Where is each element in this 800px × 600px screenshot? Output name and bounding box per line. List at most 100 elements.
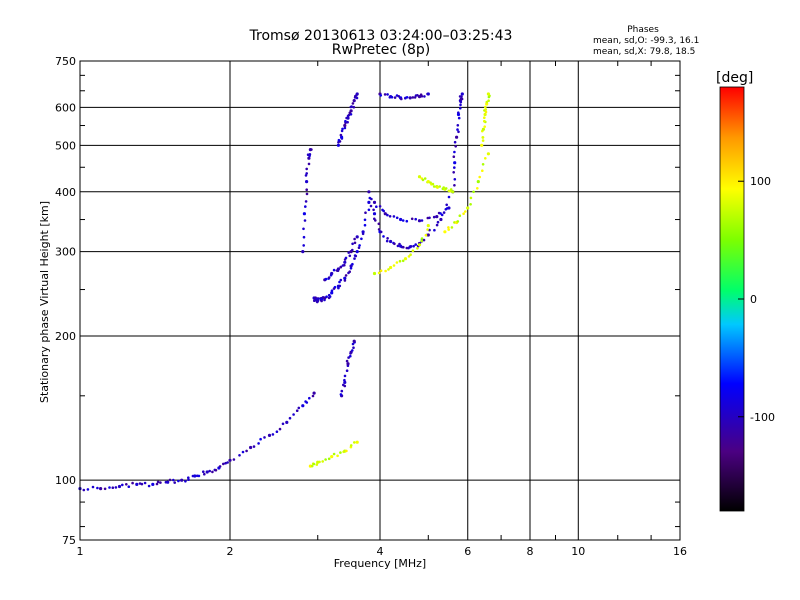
colorbar-tick-label: -100 [750,411,775,424]
interpolated-point [363,223,367,227]
grid-lines [80,61,680,540]
data-point [305,180,309,184]
interpolated-point [343,279,347,282]
interpolated-point [343,126,347,130]
interpolated-point [345,369,349,373]
interpolated-point [271,433,275,436]
interpolated-point [481,136,485,139]
data-point [426,180,430,184]
data-point [426,92,430,96]
data-point [372,200,377,204]
data-point [355,235,359,239]
interpolated-point [320,299,323,303]
interpolated-point [386,213,389,217]
interpolated-point [423,177,427,180]
interpolated-point [349,444,353,447]
interpolated-point [197,474,201,478]
data-point [352,99,356,103]
interpolated-point [305,401,309,404]
interpolated-point [363,218,367,222]
interpolated-point [330,272,333,275]
interpolated-point [447,226,450,229]
interpolated-point [155,482,159,486]
data-point [426,224,430,228]
interpolated-point [263,436,266,439]
data-point [486,92,490,96]
interpolated-point [484,110,488,114]
interpolated-point [108,486,111,489]
interpolated-point [460,97,464,101]
data-point [451,190,455,194]
interpolated-point [410,217,414,221]
interpolated-point [436,220,440,224]
data-point [343,276,347,280]
interpolated-point [453,221,456,224]
data-point [307,156,311,160]
data-point [330,455,334,459]
interpolated-point [400,97,403,101]
interpolated-point [308,396,311,400]
interpolated-point [447,228,451,231]
colorbar-tick-label: 100 [750,175,771,188]
interpolated-point [449,188,453,191]
interpolated-point [377,222,381,226]
interpolated-point [311,394,315,398]
data-point [485,102,489,106]
x-tick-label: 4 [377,545,384,558]
data-point [483,112,487,117]
interpolated-point [349,354,352,358]
data-point [355,92,359,96]
data-point [460,92,464,96]
interpolated-point [303,219,307,222]
interpolated-point [360,237,363,241]
interpolated-point [481,163,485,166]
interpolated-point [348,254,352,258]
interpolated-point [172,478,175,482]
interpolated-point [330,289,334,293]
interpolated-point [208,469,211,473]
interpolated-point [453,140,457,144]
interpolated-point [393,242,396,246]
interpolated-point [357,246,361,249]
data-point [480,143,484,147]
data-point [372,212,377,216]
data-point [343,380,347,384]
interpolated-point [336,454,339,458]
interpolated-point [310,464,314,468]
interpolated-point [442,211,446,214]
interpolated-point [484,105,487,109]
data-point [443,230,447,234]
interpolated-point [338,280,341,284]
interpolated-point [203,472,206,476]
interpolated-point [307,162,311,166]
interpolated-point [327,276,331,279]
interpolated-point [347,251,351,254]
interpolated-point [114,486,118,489]
interpolated-point [342,383,345,387]
data-point [453,161,457,165]
interpolated-point [353,257,356,260]
data-point [372,271,377,276]
y-tick-label: 600 [55,101,76,114]
data-point [249,445,253,450]
interpolated-point [351,342,355,346]
interpolated-point [379,94,383,97]
data-point [349,109,353,113]
interpolated-point [341,127,344,131]
interpolated-point [386,93,389,96]
interpolated-point [469,196,473,200]
interpolated-point [327,457,331,461]
data-point [466,206,470,210]
interpolated-point [86,488,90,491]
interpolated-point [346,114,350,118]
data-point [367,200,371,204]
data-point [336,267,340,271]
x-tick-label: 1 [77,545,84,558]
data-point [355,440,359,444]
interpolated-point [422,238,426,242]
interpolated-point [82,488,86,492]
interpolated-point [232,458,236,461]
data-point [343,260,347,264]
interpolated-point [478,175,482,179]
data-point [403,257,408,261]
